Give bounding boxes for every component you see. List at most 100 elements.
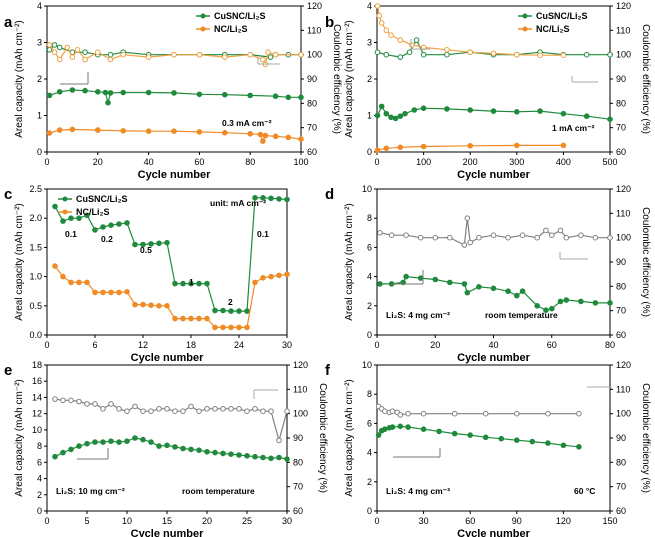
data-point (560, 442, 567, 449)
data-point (252, 195, 258, 201)
data-point (374, 49, 381, 56)
data-point (563, 234, 570, 241)
panel-e: e 0 5 10 15 20 25 30 0 2 4 6 8 10 12 14 16 18 60 70 80 90 100 1… (4, 360, 328, 537)
data-point (284, 271, 290, 278)
data-point (284, 456, 290, 462)
data-point (145, 54, 152, 60)
legend-label: NC/Li₂S (76, 207, 110, 217)
x-tick-label: 120 (556, 516, 571, 526)
data-point (92, 227, 98, 233)
data-point (102, 89, 109, 96)
legend-swatch-marker (522, 13, 528, 19)
y2-tick-label: 120 (616, 184, 631, 194)
x-tick-label: 300 (509, 157, 524, 167)
data-point (100, 224, 106, 230)
data-point (389, 408, 396, 415)
data-point (204, 406, 210, 412)
data-point (180, 315, 186, 322)
series-0 (375, 423, 582, 450)
series-line (54, 265, 288, 328)
series-0 (52, 435, 290, 462)
data-point (196, 408, 202, 415)
data-point (284, 196, 290, 203)
data-point (116, 289, 122, 296)
series-3 (374, 3, 567, 59)
y2-axis-label: Coulombic efficiency (%) (640, 383, 651, 493)
data-point (397, 412, 404, 418)
data-point (514, 142, 520, 149)
data-point (252, 279, 258, 286)
plot-frame (46, 188, 288, 336)
data-point (132, 403, 138, 410)
data-point (284, 408, 290, 415)
panel-label: d (325, 186, 334, 203)
data-point (220, 307, 226, 314)
data-point (204, 449, 210, 455)
data-point (116, 439, 122, 445)
annotation-text: room temperature (182, 486, 255, 496)
y2-tick-label: 80 (307, 98, 317, 108)
data-point (374, 3, 381, 9)
data-point (397, 37, 404, 43)
y2-tick-label: 120 (293, 360, 308, 370)
annotation-text: 1 mA cm⁻² (552, 123, 595, 133)
data-point (592, 300, 599, 306)
data-point (260, 138, 266, 144)
data-point (592, 234, 599, 241)
data-point (417, 275, 424, 281)
data-point (51, 49, 58, 56)
data-point (545, 440, 551, 446)
data-point (467, 432, 474, 438)
data-point (132, 301, 138, 308)
data-point (116, 406, 122, 412)
y2-tick-label: 100 (307, 50, 322, 60)
x-tick-label: 80 (605, 340, 615, 350)
data-point (164, 239, 170, 246)
data-point (467, 49, 474, 56)
y-tick-label: 14 (32, 392, 42, 402)
data-point (107, 90, 114, 96)
y-tick-label: 18 (32, 360, 42, 370)
data-point (560, 110, 567, 117)
x-tick-label: 30 (282, 516, 292, 526)
data-point (529, 438, 536, 445)
data-point (578, 232, 584, 238)
data-point (107, 51, 114, 58)
y-axis-label: Areal capacity (mAh cm⁻²) (344, 203, 355, 321)
data-point (204, 315, 210, 322)
data-point (145, 89, 152, 96)
data-point (409, 42, 415, 48)
data-point (447, 279, 453, 286)
y-axis-label: Areal capacity (mAh cm⁻²) (14, 20, 25, 138)
data-point (534, 303, 541, 309)
data-point (247, 92, 253, 99)
data-point (95, 127, 101, 133)
y2-tick-label: 80 (616, 281, 626, 291)
data-point (236, 324, 242, 331)
y2-tick-label: 90 (616, 74, 626, 84)
x-tick-label: 18 (186, 340, 196, 350)
data-point (64, 44, 71, 51)
data-point (607, 300, 613, 306)
data-point (444, 47, 450, 53)
data-point (220, 406, 226, 412)
y2-tick-label: 100 (616, 409, 631, 419)
data-point (505, 234, 511, 241)
data-point (145, 128, 152, 134)
x-tick-label: 90 (512, 516, 522, 526)
data-point (376, 12, 383, 19)
data-point (563, 297, 570, 303)
data-point (140, 301, 146, 308)
data-point (236, 406, 242, 412)
data-point (92, 401, 98, 407)
x-axis-label: Cycle number (457, 352, 530, 364)
data-point (69, 87, 76, 93)
y2-tick-label: 120 (616, 1, 631, 11)
data-point (402, 110, 408, 117)
data-point (383, 27, 390, 34)
data-point (405, 410, 411, 417)
data-point (560, 142, 567, 149)
y2-tick-label: 70 (307, 123, 317, 133)
data-point (260, 275, 266, 281)
annotation-text: 1 (189, 277, 194, 287)
